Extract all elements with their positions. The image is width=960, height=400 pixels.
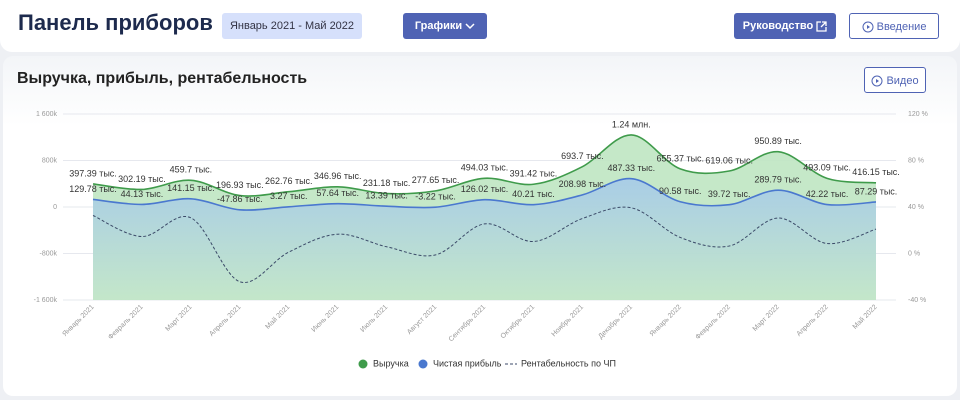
data-label: 87.29 тыс. [855,186,898,196]
y2-tick-label: 0 % [908,250,920,257]
video-button[interactable]: Видео [864,67,926,93]
data-label: 40.21 тыс. [512,189,555,199]
data-label: 494.03 тыс. [461,163,509,173]
data-label: 3.27 тыс. [270,191,308,201]
label: Руководство [742,20,814,32]
chart-card: Выручка, прибыль, рентабельность Видео -… [3,56,957,396]
legend-label: Рентабельность по ЧП [521,358,616,368]
data-label: 1.24 млн. [612,119,651,129]
header: Панель приборов Январь 2021 - Май 2022 Г… [0,0,960,52]
y2-tick-label: 40 % [908,204,924,211]
intro-button[interactable]: Введение [849,13,939,39]
x-tick-label: Май 2022 [851,303,879,331]
x-tick-label: Январь 2021 [61,304,95,338]
data-label: 44.13 тыс. [121,189,164,199]
legend-marker [418,359,428,369]
x-tick-label: Февраль 2022 [694,304,732,342]
y2-tick-label: -40 % [908,297,926,304]
chevron [465,23,475,30]
label: Графики [414,20,463,32]
y2-tick-label: 120 % [908,111,928,118]
x-tick-label: Ноябрь 2021 [550,303,585,338]
x-tick-label: Январь 2022 [649,304,683,338]
y-tick-label: 1 600k [36,111,58,118]
legend-label: Выручка [373,358,409,368]
x-tick-label: Март 2021 [164,304,193,333]
data-label: 141.15 тыс. [167,183,215,193]
data-label: 346.96 тыс. [314,171,362,181]
data-label: 391.42 тыс. [510,169,558,179]
line [92,177,877,211]
x-tick-label: Апрель 2022 [796,304,830,338]
data-label: 39.72 тыс. [708,189,751,199]
data-label: 302.19 тыс. [118,174,166,184]
line [92,134,877,197]
data-label: 487.33 тыс. [608,163,656,173]
data-label: 129.78 тыс. [69,184,117,194]
data-label: 619.06 тыс. [705,155,753,165]
data-label: -47.86 тыс. [217,194,263,204]
data-label: -3.22 тыс. [415,192,456,202]
data-label: 208.98 тыс. [559,179,607,189]
data-label: 196.93 тыс. [216,180,264,190]
x-tick-label: Сентябрь 2021 [447,303,487,343]
data-label: 693.7 тыс. [561,151,604,161]
line [92,206,877,283]
data-label: 950.89 тыс. [754,136,802,146]
y-tick-label: -1 600k [34,297,58,304]
x-tick-label: Август 2021 [406,304,438,336]
data-label: 416.15 тыс. [852,167,900,177]
x-tick-label: Февраль 2021 [107,304,145,342]
data-label: 459.7 тыс. [170,165,213,175]
data-label: 277.65 тыс. [412,175,460,185]
y-tick-label: 0 [53,204,57,211]
data-label: 493.09 тыс. [803,163,851,173]
date-range[interactable]: Январь 2021 - Май 2022 [222,13,362,39]
x-tick-label: Октябрь 2021 [499,303,536,340]
x-tick-label: Декабрь 2021 [597,303,634,340]
x-tick-label: Апрель 2021 [208,304,242,338]
label: Введение [876,21,927,33]
x-tick-label: Март 2022 [752,304,781,333]
guide-button[interactable]: Руководство [734,13,836,39]
data-label: 262.76 тыс. [265,176,313,186]
x-tick-label: Июль 2021 [359,304,389,334]
legend-label: Чистая прибыль [433,358,502,368]
external-icon [816,20,827,32]
data-label: 655.37 тыс. [656,153,704,163]
y2-tick-label: 80 % [908,157,924,164]
label: Видео [886,75,919,87]
charts-button[interactable]: Графики [403,13,487,39]
y-tick-label: 800k [42,157,58,164]
data-label: 126.02 тыс. [461,184,509,194]
chart: -1 600k -800k 0 800k 1 600k -40 % 0 % 40 % 80 % 1… [34,111,928,369]
x-tick-label: Июнь 2021 [310,304,340,334]
data-label: 289.79 тыс. [754,175,802,185]
legend-marker [358,359,368,369]
play-icon [862,21,874,33]
page-title: Панель приборов [18,10,213,35]
data-label: 57.64 тыс. [316,188,359,198]
data-label: 90.58 тыс. [659,186,702,196]
y-tick-label: -800k [39,250,57,257]
area [93,178,876,300]
data-label: 397.39 тыс. [69,168,117,178]
x-tick-label: Май 2021 [264,303,292,331]
chart-title: Выручка, прибыль, рентабельность [17,70,308,87]
data-label: 13.39 тыс. [365,191,408,201]
play-icon [871,75,883,87]
data-label: 231.18 тыс. [363,178,411,188]
data-label: 42.22 тыс. [806,189,849,199]
